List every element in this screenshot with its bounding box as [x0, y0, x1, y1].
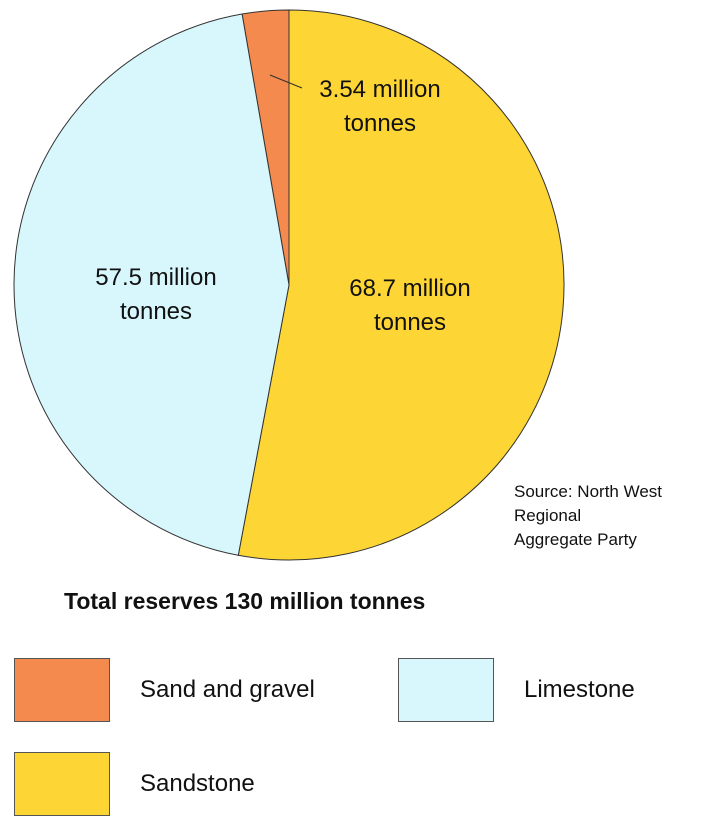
slice-value-label: 57.5 million tonnes [95, 264, 216, 325]
legend-item-sandstone: Sandstone [14, 752, 255, 816]
legend-swatch [14, 658, 110, 722]
slice-value-label: 68.7 million tonnes [349, 275, 470, 336]
legend-swatch [398, 658, 494, 722]
pie-slice-sandstone [237, 9, 565, 561]
source-note: Source: North West Regional Aggregate Pa… [514, 480, 662, 552]
legend-label: Sandstone [140, 770, 255, 797]
legend-label: Limestone [524, 676, 635, 703]
pie-chart: 3.54 million tonnes 68.7 million tonnes 57.5… [13, 9, 565, 561]
source-line: Aggregate Party [514, 530, 637, 549]
legend-label: Sand and gravel [140, 676, 315, 703]
legend-item-sand-and-gravel: Sand and gravel [14, 658, 315, 722]
source-line: Regional [514, 506, 582, 525]
legend-item-limestone: Limestone [398, 658, 635, 722]
chart-title: Total reserves 130 million tonnes [64, 588, 426, 614]
pie-slice-limestone [13, 13, 290, 556]
slice-value-label: 3.54 million tonnes [319, 76, 440, 137]
label-leader-line [269, 74, 303, 89]
source-line: Source: North West [514, 482, 663, 501]
legend-swatch [14, 752, 110, 816]
